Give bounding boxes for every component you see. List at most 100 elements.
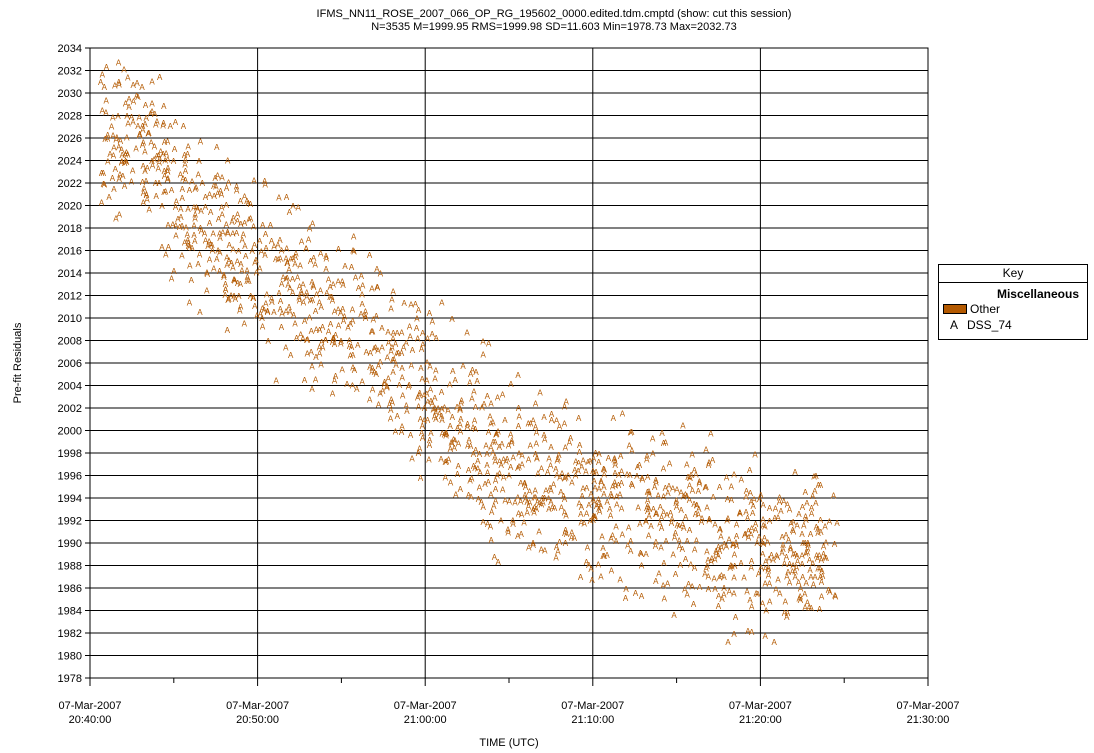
data-point-marker: A — [129, 177, 135, 186]
data-point-marker: A — [371, 316, 377, 325]
data-point-marker: A — [198, 138, 204, 147]
data-point-marker: A — [149, 100, 155, 109]
data-point-marker: A — [195, 205, 201, 214]
data-point-marker: A — [402, 299, 408, 308]
data-point-marker: A — [690, 582, 696, 591]
legend-item-dss74: A DSS_74 — [939, 317, 1087, 333]
data-point-marker: A — [279, 309, 285, 318]
data-point-marker: A — [301, 299, 307, 308]
data-point-marker: A — [215, 172, 221, 181]
data-point-marker: A — [717, 525, 723, 534]
data-point-marker: A — [716, 602, 722, 611]
data-point-marker: A — [505, 455, 511, 464]
data-point-marker: A — [810, 492, 816, 501]
data-point-marker: A — [746, 533, 752, 542]
data-point-marker: A — [332, 307, 338, 316]
data-point-marker: A — [123, 100, 129, 109]
data-point-marker: A — [531, 541, 537, 550]
data-point-marker: A — [186, 143, 192, 152]
data-point-marker: A — [769, 551, 775, 560]
data-point-marker: A — [104, 96, 110, 105]
data-point-marker: A — [677, 536, 683, 545]
data-point-marker: A — [547, 484, 553, 493]
data-point-marker: A — [734, 532, 740, 541]
x-tick-label-date: 07-Mar-2007 — [226, 700, 289, 712]
plot-area-frame — [89, 47, 929, 679]
data-point-marker: A — [382, 380, 388, 389]
data-point-marker: A — [719, 595, 725, 604]
data-point-marker: A — [509, 439, 515, 448]
data-point-marker: A — [350, 317, 356, 326]
data-point-marker: A — [355, 341, 361, 350]
data-point-marker: A — [229, 259, 235, 268]
data-point-marker: A — [534, 505, 540, 514]
data-point-marker: A — [480, 337, 486, 346]
data-point-marker: A — [121, 66, 127, 75]
data-point-marker: A — [724, 543, 730, 552]
data-point-marker: A — [399, 364, 405, 373]
data-point-marker: A — [627, 471, 633, 480]
data-point-marker: A — [313, 375, 319, 384]
data-point-marker: A — [497, 458, 503, 467]
data-point-marker: A — [614, 493, 620, 502]
data-point-marker: A — [533, 487, 539, 496]
data-point-marker: A — [525, 509, 531, 518]
data-point-marker: A — [248, 200, 254, 209]
data-point-marker: A — [374, 370, 380, 379]
data-point-marker: A — [614, 500, 620, 509]
data-point-marker: A — [378, 358, 384, 367]
data-point-marker: A — [197, 308, 203, 317]
data-point-marker: A — [154, 152, 160, 161]
data-point-marker: A — [193, 184, 199, 193]
data-point-marker: A — [457, 406, 463, 415]
data-point-marker: A — [591, 512, 597, 521]
data-point-marker: A — [645, 473, 651, 482]
data-point-marker: A — [519, 530, 525, 539]
data-point-marker: A — [790, 562, 796, 571]
data-point-marker: A — [421, 391, 427, 400]
data-point-marker: A — [680, 521, 686, 530]
data-point-marker: A — [389, 344, 395, 353]
data-point-marker: A — [666, 482, 672, 491]
data-point-marker: A — [747, 596, 753, 605]
data-point-marker: A — [812, 573, 818, 582]
data-point-marker: A — [710, 456, 716, 465]
data-point-marker: A — [479, 404, 485, 413]
data-point-marker: A — [559, 470, 565, 479]
y-tick-label: 2028 — [58, 111, 82, 123]
data-point-marker: A — [243, 252, 249, 261]
data-point-marker: A — [186, 239, 192, 248]
data-point-marker: A — [299, 237, 305, 246]
data-point-marker: A — [162, 172, 168, 181]
data-point-marker: A — [766, 555, 772, 564]
data-point-marker: A — [258, 310, 264, 319]
data-point-marker: A — [399, 422, 405, 431]
data-point-marker: A — [528, 419, 534, 428]
y-tick-label: 2010 — [58, 313, 82, 325]
data-point-marker: A — [497, 470, 503, 479]
data-point-marker: A — [262, 177, 268, 186]
data-point-marker: A — [464, 328, 470, 337]
data-point-marker: A — [332, 377, 338, 386]
data-point-marker: A — [350, 306, 356, 315]
y-tick-label: 2034 — [58, 43, 82, 55]
data-point-marker: A — [602, 466, 608, 475]
data-point-marker: A — [644, 504, 650, 513]
data-point-marker: A — [211, 229, 217, 238]
data-point-marker: A — [439, 298, 445, 307]
data-point-marker: A — [165, 221, 171, 230]
data-point-marker: A — [242, 242, 248, 251]
data-point-marker: A — [692, 564, 698, 573]
data-point-marker: A — [674, 503, 680, 512]
data-point-marker: A — [827, 517, 833, 526]
data-point-marker: A — [824, 554, 830, 563]
data-point-marker: A — [612, 479, 618, 488]
data-point-marker: A — [667, 459, 673, 468]
data-point-marker: A — [471, 462, 477, 471]
data-point-marker: A — [440, 429, 446, 438]
data-point-marker: A — [488, 400, 494, 409]
data-point-marker: A — [304, 336, 310, 345]
data-point-marker: A — [135, 93, 141, 102]
data-point-marker: A — [671, 551, 677, 560]
data-point-marker: A — [726, 536, 732, 545]
